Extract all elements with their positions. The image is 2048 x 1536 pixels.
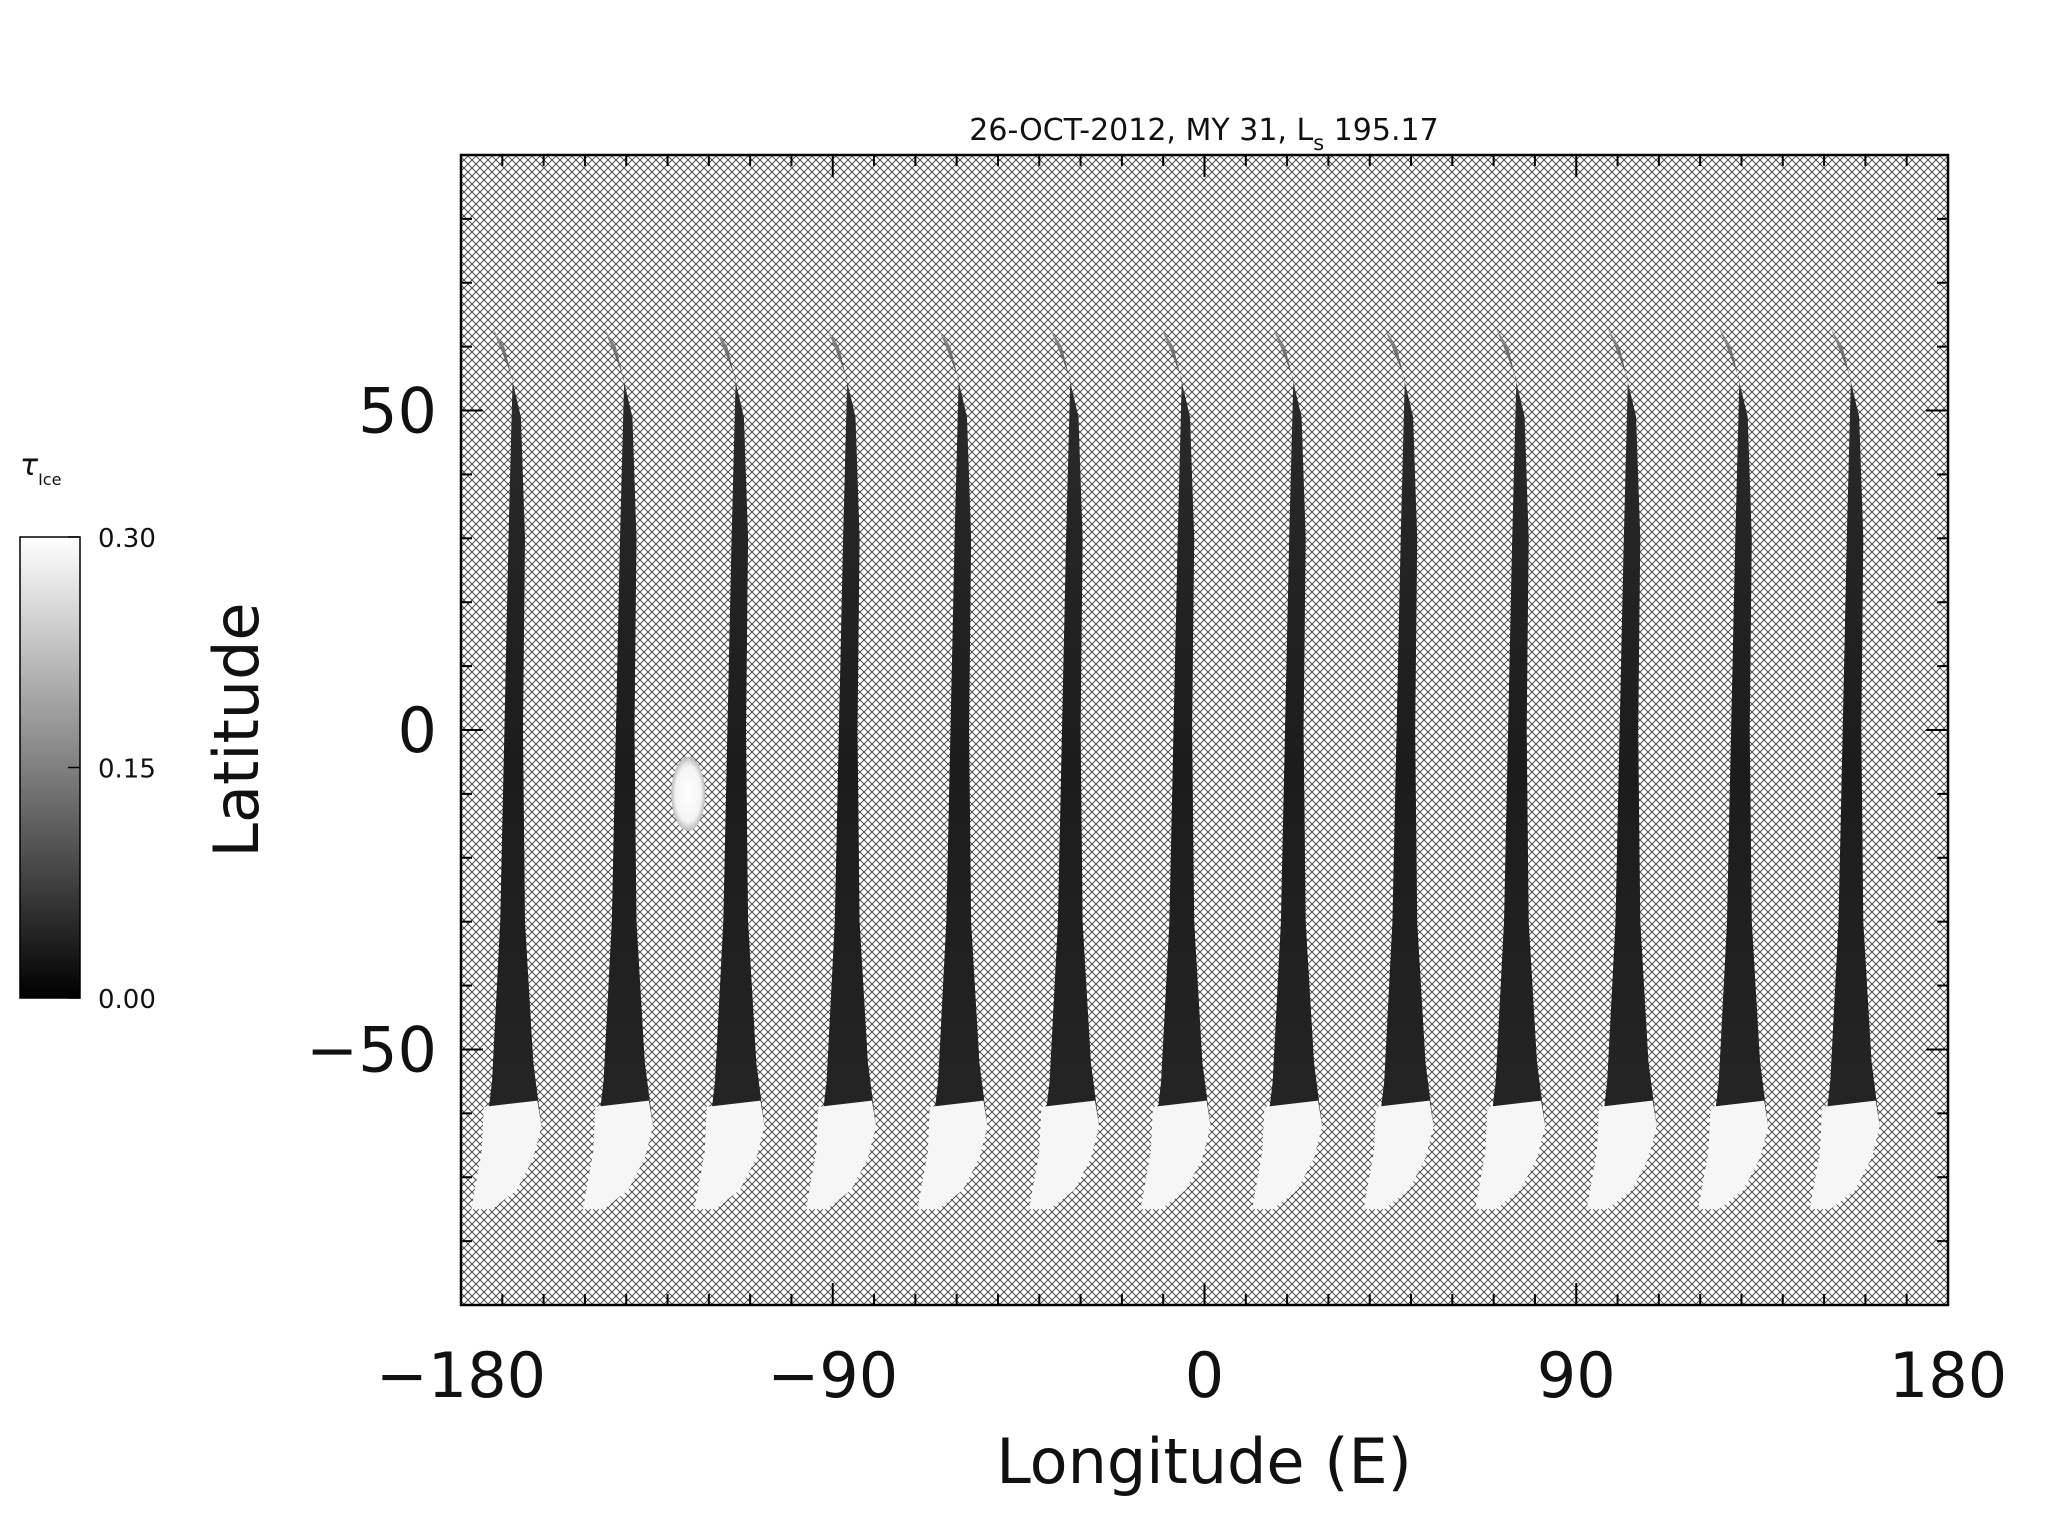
swath	[917, 327, 988, 1210]
swath	[1363, 327, 1434, 1210]
swath	[1698, 327, 1769, 1210]
swath	[582, 327, 654, 1210]
polar-cap-segment	[1029, 1100, 1100, 1210]
swaths-layer	[471, 327, 1880, 1210]
x-tick-label: 90	[1537, 1339, 1616, 1412]
polar-cap-segment	[1363, 1100, 1434, 1210]
colorbar-tick-label: 0.15	[98, 755, 156, 785]
polar-cap-segment	[917, 1100, 988, 1210]
y-tick-labels: 50 0 −50	[306, 375, 437, 1087]
swath	[805, 327, 877, 1210]
polar-cap-segment	[1698, 1100, 1769, 1210]
colorbar-tick-label: 0.30	[98, 524, 156, 554]
polar-cap-segment	[805, 1100, 877, 1210]
polar-cap-segment	[1140, 1100, 1211, 1210]
polar-cap-segment	[694, 1100, 765, 1210]
colorbar-label: τIce	[20, 448, 61, 489]
x-tick-label: −90	[767, 1339, 898, 1412]
colorbar-ticks: 0.30 0.15 0.00	[68, 524, 156, 1015]
swath	[1252, 327, 1323, 1210]
y-tick-label: 0	[398, 694, 437, 767]
x-tick-labels: −180 −90 0 90 180	[376, 1339, 2007, 1412]
colorbar-tick-label: 0.00	[98, 985, 156, 1015]
x-tick-label: 180	[1889, 1339, 2007, 1412]
swath	[1140, 327, 1211, 1210]
y-tick-label: −50	[306, 1013, 437, 1086]
polar-cap-segment	[1809, 1100, 1880, 1210]
swath	[1475, 327, 1546, 1210]
x-tick-label: −180	[376, 1339, 546, 1412]
polar-cap-segment	[471, 1100, 542, 1210]
y-tick-label: 50	[358, 375, 437, 448]
bright-cloud	[671, 756, 706, 831]
polar-cap-segment	[1586, 1100, 1657, 1210]
axis-ticks	[460, 154, 1949, 1306]
swath	[1809, 327, 1880, 1210]
swath	[694, 327, 765, 1210]
y-axis-label: Latitude	[200, 602, 273, 857]
x-axis-label: Longitude (E)	[996, 1425, 1412, 1498]
polar-cap-segment	[1475, 1100, 1546, 1210]
polar-cap-segment	[1252, 1100, 1323, 1210]
swath	[471, 327, 542, 1210]
swath	[1586, 327, 1657, 1210]
polar-cap-segment	[582, 1100, 654, 1210]
chart-title: 26-OCT-2012, MY 31, Ls 195.17	[969, 113, 1438, 155]
x-tick-label: 0	[1185, 1339, 1224, 1412]
swath	[1029, 327, 1100, 1210]
